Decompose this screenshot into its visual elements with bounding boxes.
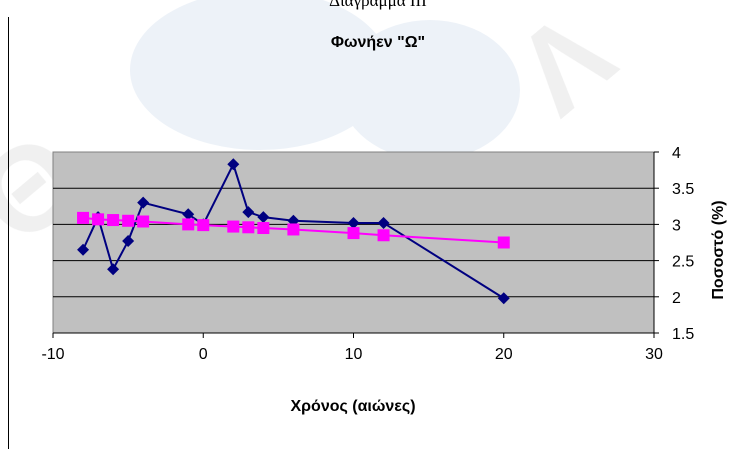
data-point-diamond [107, 263, 120, 276]
data-point-square [77, 211, 90, 224]
y-tick-label: 1.5 [672, 326, 694, 343]
data-point-square [377, 229, 390, 242]
data-point-square [182, 218, 195, 231]
data-point-diamond [122, 235, 135, 248]
series-line-1 [82, 161, 505, 300]
data-point-square [287, 223, 300, 236]
data-point-diamond [497, 292, 510, 305]
y-tick-label: 3.5 [672, 181, 694, 198]
data-point-diamond [377, 216, 390, 229]
plot-area [52, 151, 655, 334]
data-point-diamond [77, 243, 90, 256]
data-point-diamond [137, 196, 150, 209]
data-point-square [92, 213, 105, 226]
data-point-square [137, 215, 150, 228]
data-point-square [197, 219, 210, 232]
data-point-diamond [242, 206, 255, 219]
data-point-diamond [227, 158, 240, 171]
y-axis-label: Ποσοστό (%) [710, 200, 727, 300]
chart-title: Φωνήεν "Ω" [330, 34, 426, 51]
y-tick-label: 3 [672, 217, 681, 234]
data-point-square [257, 222, 270, 235]
x-tick-label: -10 [41, 346, 64, 363]
y-tick-label: 2 [672, 290, 681, 307]
x-tick-label: 20 [495, 346, 513, 363]
data-point-diamond [347, 216, 360, 229]
x-tick-label: 10 [345, 346, 363, 363]
data-point-square [242, 221, 255, 234]
data-point-diamond [182, 208, 195, 221]
data-point-square [227, 220, 240, 233]
frame-border [8, 17, 9, 449]
data-point-square [122, 214, 135, 227]
data-point-square [107, 214, 120, 227]
y-tick-label: 2.5 [672, 254, 694, 271]
data-point-diamond [257, 211, 270, 224]
x-tick-label: 30 [645, 346, 663, 363]
data-point-square [347, 227, 360, 240]
x-axis-label: Χρόνος (αιώνες) [290, 398, 416, 415]
diagram-caption: Διάγραμμα III [329, 0, 427, 10]
x-tick-label: 0 [199, 346, 208, 363]
data-point-square [497, 236, 510, 249]
y-tick-label: 4 [672, 145, 681, 162]
